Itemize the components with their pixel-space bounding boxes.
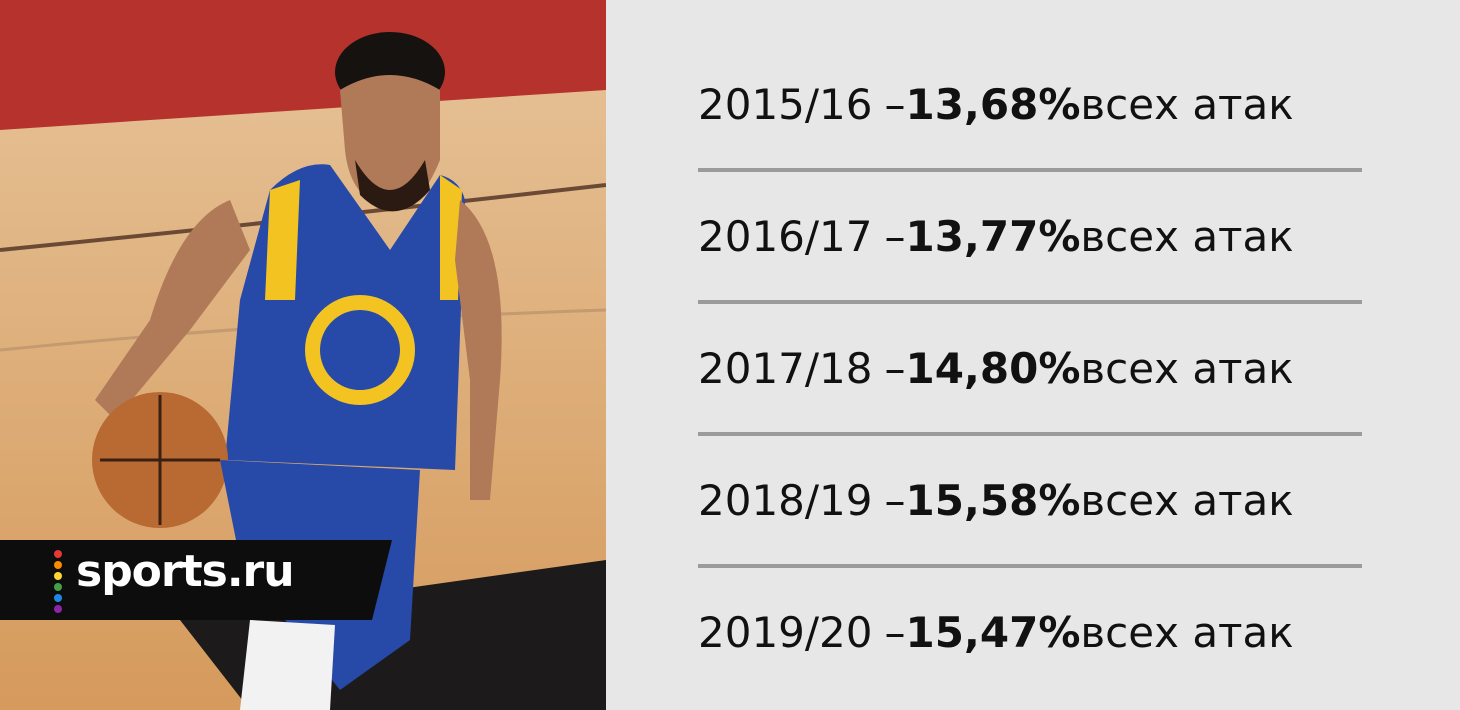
stat-row: 2016/17–13,77% всех атак bbox=[698, 172, 1362, 300]
percentage: 15,58% bbox=[905, 475, 1081, 525]
dash: – bbox=[884, 211, 906, 261]
suffix: всех атак bbox=[1080, 607, 1294, 657]
season: 2015/16 bbox=[698, 79, 873, 129]
separator-line bbox=[698, 432, 1362, 436]
dash: – bbox=[884, 343, 906, 393]
percentage: 13,68% bbox=[905, 79, 1081, 129]
stat-row: 2018/19–15,58% всех атак bbox=[698, 436, 1362, 564]
stat-row: 2019/20–15,47% всех атак bbox=[698, 568, 1362, 696]
percentage: 15,47% bbox=[905, 607, 1081, 657]
logo-text: sports.ru bbox=[76, 546, 295, 597]
separator-line bbox=[698, 168, 1362, 172]
suffix: всех атак bbox=[1080, 475, 1294, 525]
stats-list: 2015/16–13,68% всех атак 2016/17–13,77% все… bbox=[698, 40, 1362, 696]
dash: – bbox=[884, 79, 906, 129]
percentage: 14,80% bbox=[905, 343, 1081, 393]
season: 2016/17 bbox=[698, 211, 873, 261]
separator-line bbox=[698, 564, 1362, 568]
season: 2019/20 bbox=[698, 607, 873, 657]
suffix: всех атак bbox=[1080, 211, 1294, 261]
separator-line bbox=[698, 300, 1362, 304]
stat-row: 2015/16–13,68% всех атак bbox=[698, 40, 1362, 168]
suffix: всех атак bbox=[1080, 79, 1294, 129]
dash: – bbox=[884, 475, 906, 525]
season: 2018/19 bbox=[698, 475, 873, 525]
percentage: 13,77% bbox=[905, 211, 1081, 261]
stat-row: 2017/18–14,80% всех атак bbox=[698, 304, 1362, 432]
suffix: всех атак bbox=[1080, 343, 1294, 393]
dash: – bbox=[884, 607, 906, 657]
season: 2017/18 bbox=[698, 343, 873, 393]
photo bbox=[0, 0, 606, 710]
logo-box bbox=[0, 540, 392, 620]
